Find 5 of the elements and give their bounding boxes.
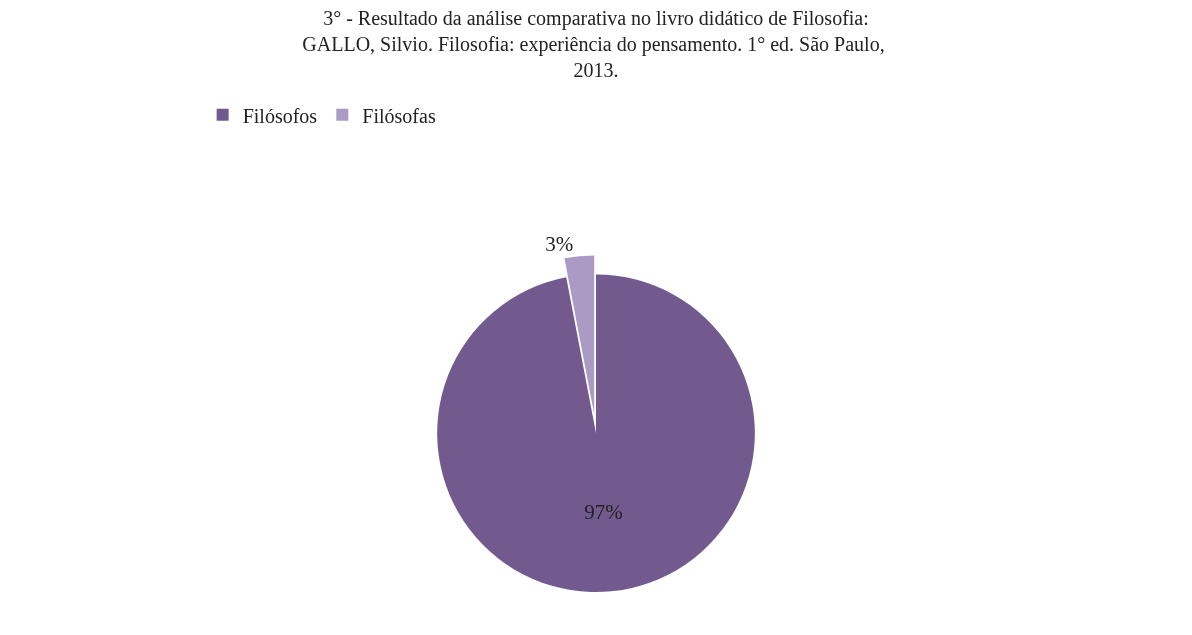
data-label: 97% [584,500,623,525]
chart-title: 3° - Resultado da análise comparativa no livro didático de Filosofia: GALLO, Silvio. Filosofia: experiência do pensamento. 1° ed. São Paulo, 2013. [302,7,890,82]
legend-label: Filósofos [242,104,318,127]
data-label: 3% [545,232,574,257]
legend-label: Filósofas [362,104,436,127]
